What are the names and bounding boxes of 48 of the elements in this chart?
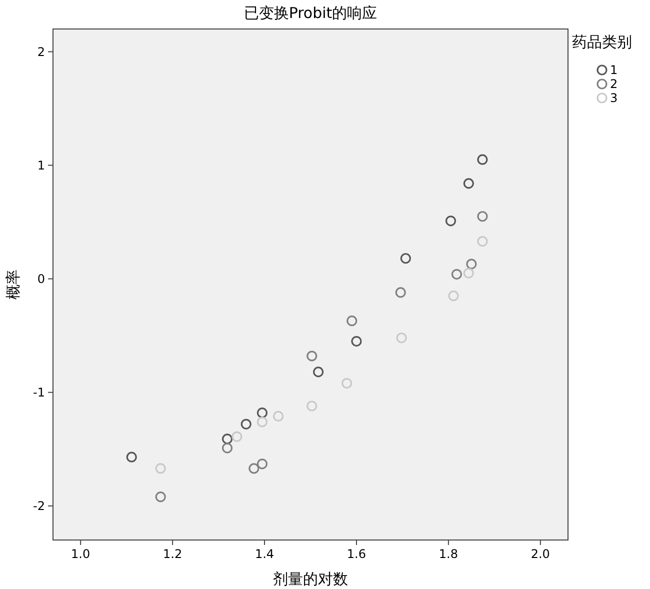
- point: [240, 418, 252, 430]
- point: [155, 492, 166, 502]
- chart-title: 已变换Probit的响应: [244, 4, 378, 22]
- x-tick-label: 1.8: [438, 547, 458, 561]
- point: [313, 366, 324, 378]
- x-tick-label: 1.2: [163, 547, 182, 561]
- point: [155, 463, 166, 474]
- point: [395, 287, 406, 298]
- y-tick-label: 1: [37, 158, 45, 172]
- point: [477, 211, 488, 222]
- x-tick-label: 2.0: [530, 547, 550, 561]
- point: [445, 216, 456, 226]
- point: [463, 268, 474, 278]
- point: [306, 350, 318, 362]
- point: [256, 416, 268, 428]
- legend-label: 1: [610, 63, 618, 78]
- x-tick-label: 1.6: [346, 547, 366, 561]
- legend-title: 药品类别: [572, 33, 632, 51]
- point: [466, 258, 477, 270]
- point: [306, 400, 318, 412]
- y-tick-label: 2: [37, 44, 45, 59]
- legend-label: 2: [610, 77, 618, 92]
- point: [248, 463, 260, 474]
- point: [232, 431, 242, 442]
- point: [451, 268, 462, 280]
- point: [256, 458, 268, 470]
- point: [346, 316, 358, 326]
- y-tick-label: -1: [33, 386, 45, 400]
- point: [256, 408, 268, 418]
- legend-label: 3: [610, 91, 618, 106]
- point: [463, 178, 474, 189]
- point: [351, 336, 362, 347]
- x-tick-label: 1.0: [71, 547, 90, 561]
- point: [222, 442, 233, 454]
- y-tick-label: 0: [37, 272, 45, 286]
- point: [273, 410, 284, 422]
- point: [126, 452, 137, 462]
- y-axis-title: 概率: [4, 270, 22, 300]
- point: [222, 434, 233, 444]
- x-axis-title: 剂量的对数: [273, 570, 348, 588]
- point: [396, 332, 407, 344]
- point: [448, 290, 459, 302]
- point: [342, 378, 352, 389]
- point: [477, 154, 488, 165]
- point: [477, 236, 488, 247]
- point: [400, 253, 411, 264]
- y-tick-label: -2: [33, 499, 45, 514]
- x-tick-label: 1.4: [254, 547, 274, 561]
